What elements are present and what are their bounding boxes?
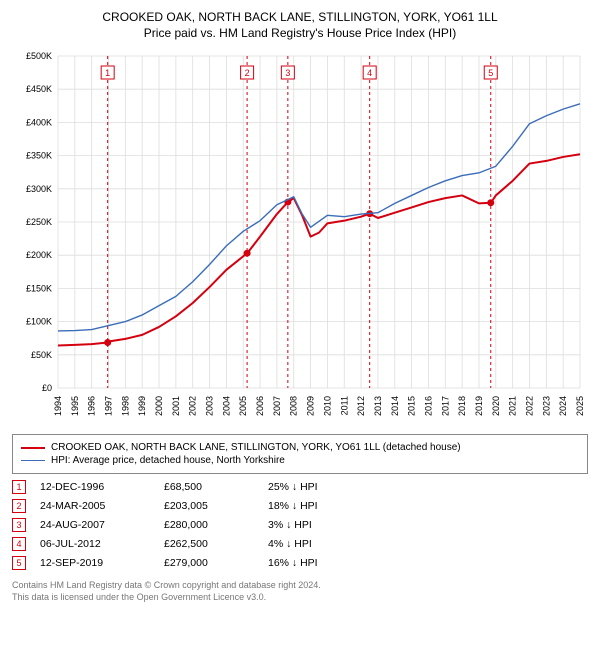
svg-text:2000: 2000 [154,396,164,416]
svg-text:1: 1 [105,68,110,78]
svg-text:£500K: £500K [26,51,52,61]
svg-text:2010: 2010 [322,396,332,416]
svg-text:1999: 1999 [137,396,147,416]
transaction-marker: 3 [12,518,26,532]
footer: Contains HM Land Registry data © Crown c… [12,580,588,603]
transaction-marker: 2 [12,499,26,513]
transaction-delta: 18% ↓ HPI [268,500,368,512]
svg-text:1997: 1997 [104,396,114,416]
footer-line-2: This data is licensed under the Open Gov… [12,592,588,604]
transaction-price: £279,000 [164,557,254,569]
svg-text:4: 4 [367,68,372,78]
svg-text:£350K: £350K [26,151,52,161]
svg-text:£100K: £100K [26,317,52,327]
svg-text:2023: 2023 [541,396,551,416]
chart: £0 £50K £100K £150K £200K £250K £300K £350K £400… [10,48,590,428]
legend-row: CROOKED OAK, NORTH BACK LANE, STILLINGTO… [21,442,579,453]
svg-text:2014: 2014 [390,396,400,416]
svg-text:2021: 2021 [508,396,518,416]
svg-text:£300K: £300K [26,184,52,194]
svg-text:2022: 2022 [524,396,534,416]
transaction-marker: 4 [12,537,26,551]
svg-text:2025: 2025 [575,396,585,416]
svg-text:3: 3 [285,68,290,78]
svg-text:2003: 2003 [205,396,215,416]
transaction-delta: 25% ↓ HPI [268,481,368,493]
title-sub: Price paid vs. HM Land Registry's House … [10,26,590,40]
legend-label: HPI: Average price, detached house, Nort… [51,455,285,466]
chart-svg: £0 £50K £100K £150K £200K £250K £300K £350K £400… [10,48,590,428]
svg-text:£250K: £250K [26,217,52,227]
svg-text:2005: 2005 [238,396,248,416]
svg-text:2002: 2002 [188,396,198,416]
transaction-date: 12-DEC-1996 [40,481,150,493]
transaction-delta: 3% ↓ HPI [268,519,368,531]
transaction-row: 4 06-JUL-2012 £262,500 4% ↓ HPI [12,537,588,551]
transaction-date: 24-AUG-2007 [40,519,150,531]
svg-text:£50K: £50K [31,350,52,360]
svg-text:1996: 1996 [87,396,97,416]
svg-text:2013: 2013 [373,396,383,416]
transaction-date: 06-JUL-2012 [40,538,150,550]
svg-text:1995: 1995 [70,396,80,416]
transaction-price: £203,005 [164,500,254,512]
svg-text:2018: 2018 [457,396,467,416]
legend-swatch [21,460,45,461]
svg-text:2015: 2015 [407,396,417,416]
transaction-marker: 5 [12,556,26,570]
svg-text:£200K: £200K [26,250,52,260]
transaction-date: 24-MAR-2005 [40,500,150,512]
transaction-marker: 1 [12,480,26,494]
svg-text:£150K: £150K [26,283,52,293]
legend: CROOKED OAK, NORTH BACK LANE, STILLINGTO… [12,434,588,474]
transaction-row: 1 12-DEC-1996 £68,500 25% ↓ HPI [12,480,588,494]
footer-line-1: Contains HM Land Registry data © Crown c… [12,580,588,592]
svg-text:2004: 2004 [221,396,231,416]
transaction-price: £262,500 [164,538,254,550]
svg-text:2008: 2008 [289,396,299,416]
transaction-delta: 4% ↓ HPI [268,538,368,550]
transaction-date: 12-SEP-2019 [40,557,150,569]
chart-container: CROOKED OAK, NORTH BACK LANE, STILLINGTO… [0,0,600,650]
transaction-row: 3 24-AUG-2007 £280,000 3% ↓ HPI [12,518,588,532]
svg-text:1998: 1998 [120,396,130,416]
transaction-price: £68,500 [164,481,254,493]
svg-text:2016: 2016 [423,396,433,416]
transaction-price: £280,000 [164,519,254,531]
transaction-row: 2 24-MAR-2005 £203,005 18% ↓ HPI [12,499,588,513]
legend-label: CROOKED OAK, NORTH BACK LANE, STILLINGTO… [51,442,461,453]
svg-text:2007: 2007 [272,396,282,416]
transactions-table: 1 12-DEC-1996 £68,500 25% ↓ HPI 2 24-MAR-2005… [12,480,588,570]
svg-text:2006: 2006 [255,396,265,416]
svg-text:£450K: £450K [26,84,52,94]
title-main: CROOKED OAK, NORTH BACK LANE, STILLINGTO… [10,10,590,24]
transaction-row: 5 12-SEP-2019 £279,000 16% ↓ HPI [12,556,588,570]
svg-text:2020: 2020 [491,396,501,416]
legend-swatch [21,447,45,449]
svg-text:£0: £0 [42,383,52,393]
svg-text:1994: 1994 [53,396,63,416]
svg-text:2017: 2017 [440,396,450,416]
svg-text:£400K: £400K [26,117,52,127]
svg-text:2019: 2019 [474,396,484,416]
svg-text:2012: 2012 [356,396,366,416]
svg-text:5: 5 [488,68,493,78]
svg-text:2011: 2011 [339,396,349,415]
svg-text:2024: 2024 [558,396,568,416]
legend-row: HPI: Average price, detached house, Nort… [21,455,579,466]
svg-text:2: 2 [245,68,250,78]
svg-text:2009: 2009 [306,396,316,416]
transaction-delta: 16% ↓ HPI [268,557,368,569]
svg-text:2001: 2001 [171,396,181,416]
